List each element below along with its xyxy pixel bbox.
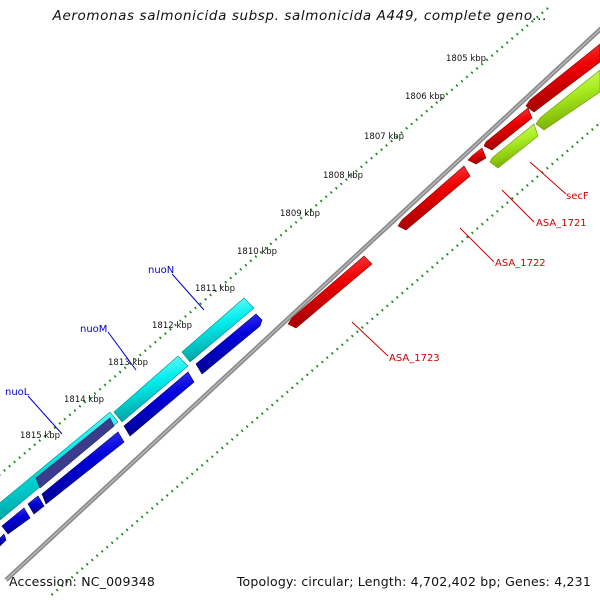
inner-tick-track (47, 121, 600, 599)
tick-label: 1808 kbp (323, 171, 363, 181)
tick-label: 1805 kbp (446, 54, 486, 64)
tick-label: 1813 kbp (108, 358, 148, 368)
gene-label-nuoN[interactable]: nuoN (148, 265, 174, 276)
sequence-backbone (4, 26, 600, 582)
gene-blue-arrow-2[interactable] (123, 371, 195, 437)
gene-label-ASA_1721[interactable]: ASA_1721 (536, 218, 587, 229)
kbp-tick-labels: 1805 kbp 1806 kbp 1807 kbp 1808 kbp 1809… (20, 54, 486, 441)
gene-secF-arrow[interactable] (525, 43, 600, 113)
gene-blue-arrow-1[interactable] (195, 313, 263, 375)
tick-label: 1815 kbp (20, 431, 60, 441)
gene-dark-blue-segment[interactable] (35, 417, 115, 489)
gene-blue-arrow-6[interactable] (0, 533, 7, 547)
tick-label: 1814 kbp (64, 395, 104, 405)
gene-nuoM-bar[interactable] (113, 355, 189, 423)
tick-label: 1811 kbp (195, 284, 235, 294)
forward-genes (287, 43, 600, 329)
tick-label: 1809 kbp (280, 209, 320, 219)
gene-nuoN-bar[interactable] (181, 297, 255, 363)
gene-blue-arrow-5[interactable] (1, 507, 31, 535)
gene-lime-feature[interactable] (489, 69, 600, 169)
map-title: Aeromonas salmonicida subsp. salmonicida… (52, 8, 548, 24)
gene-label-ASA_1722[interactable]: ASA_1722 (495, 258, 546, 269)
tick-label: 1807 kbp (364, 132, 404, 142)
gene-label-ASA_1723[interactable]: ASA_1723 (389, 353, 440, 364)
gene-ASA_1722-arrow[interactable] (397, 165, 471, 231)
gene-label-nuoM[interactable]: nuoM (80, 324, 107, 335)
outer-tick-track (0, 7, 549, 476)
reverse-genes (0, 297, 263, 547)
gene-ASA_1723-arrow[interactable] (287, 255, 373, 329)
topology-text: Topology: circular; Length: 4,702,402 bp… (236, 574, 591, 589)
gene-small-red-arrow[interactable] (467, 147, 487, 165)
gene-label-secF[interactable]: secF (566, 191, 589, 202)
tick-label: 1812 kbp (152, 321, 192, 331)
tick-label: 1810 kbp (237, 247, 277, 257)
tick-label: 1806 kbp (405, 92, 445, 102)
accession-text: Accession: NC_009348 (9, 574, 156, 589)
gene-labels: nuoN nuoM nuoL secF ASA_1721 ASA_1722 AS… (5, 191, 589, 398)
gene-blue-arrow-3[interactable] (41, 431, 125, 505)
gene-ASA_1721-arrow[interactable] (483, 107, 533, 151)
label-leaders (27, 161, 567, 435)
gene-label-nuoL[interactable]: nuoL (5, 387, 30, 398)
gene-blue-arrow-4[interactable] (27, 495, 45, 515)
